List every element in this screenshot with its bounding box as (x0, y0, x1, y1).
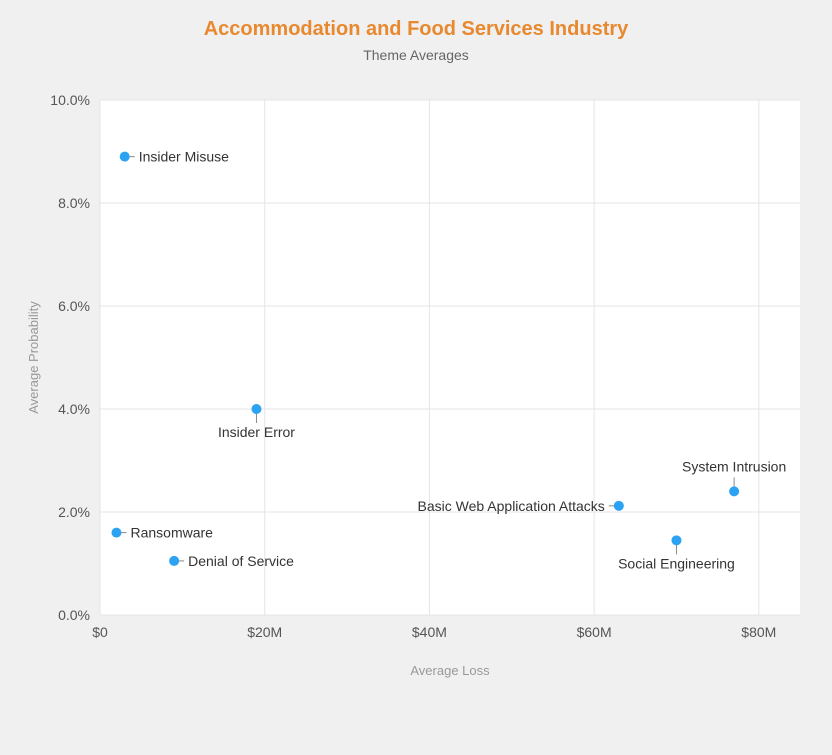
y-tick-label: 4.0% (58, 401, 90, 417)
data-point (251, 404, 261, 414)
data-point (671, 535, 681, 545)
y-tick-label: 10.0% (50, 92, 90, 108)
x-tick-label: $20M (247, 624, 282, 640)
data-point-label: System Intrusion (682, 458, 786, 474)
data-point (120, 152, 130, 162)
y-axis-label: Average Probability (26, 301, 41, 414)
data-point-label: Social Engineering (618, 555, 735, 571)
data-point-label: Ransomware (130, 525, 213, 541)
chart-title-text: Accommodation and Food Services Industry (204, 18, 629, 40)
y-tick-label: 0.0% (58, 607, 90, 623)
y-tick-label: 6.0% (58, 298, 90, 314)
data-point (614, 501, 624, 511)
data-point (111, 528, 121, 538)
data-point-label: Insider Misuse (139, 149, 229, 165)
scatter-chart: $0 $20M $40M $60M $80M 0.0% 2.0% 4.0% 6.0% 8.0% 10… (0, 65, 832, 755)
data-point (729, 486, 739, 496)
data-point (169, 556, 179, 566)
data-point-label: Insider Error (218, 424, 295, 440)
x-tick-label: $60M (577, 624, 612, 640)
x-axis-label: Average Loss (410, 663, 490, 678)
chart-subtitle: Theme Averages (0, 41, 832, 63)
data-point-label: Basic Web Application Attacks (418, 498, 605, 514)
x-tick-label: $80M (741, 624, 776, 640)
y-tick-label: 8.0% (58, 195, 90, 211)
chart-title: Accommodation and Food Services Industry (0, 0, 832, 41)
chart-subtitle-text: Theme Averages (363, 47, 469, 63)
x-tick-label: $40M (412, 624, 447, 640)
y-tick-label: 2.0% (58, 504, 90, 520)
data-point-label: Denial of Service (188, 553, 294, 569)
x-tick-label: $0 (92, 624, 108, 640)
